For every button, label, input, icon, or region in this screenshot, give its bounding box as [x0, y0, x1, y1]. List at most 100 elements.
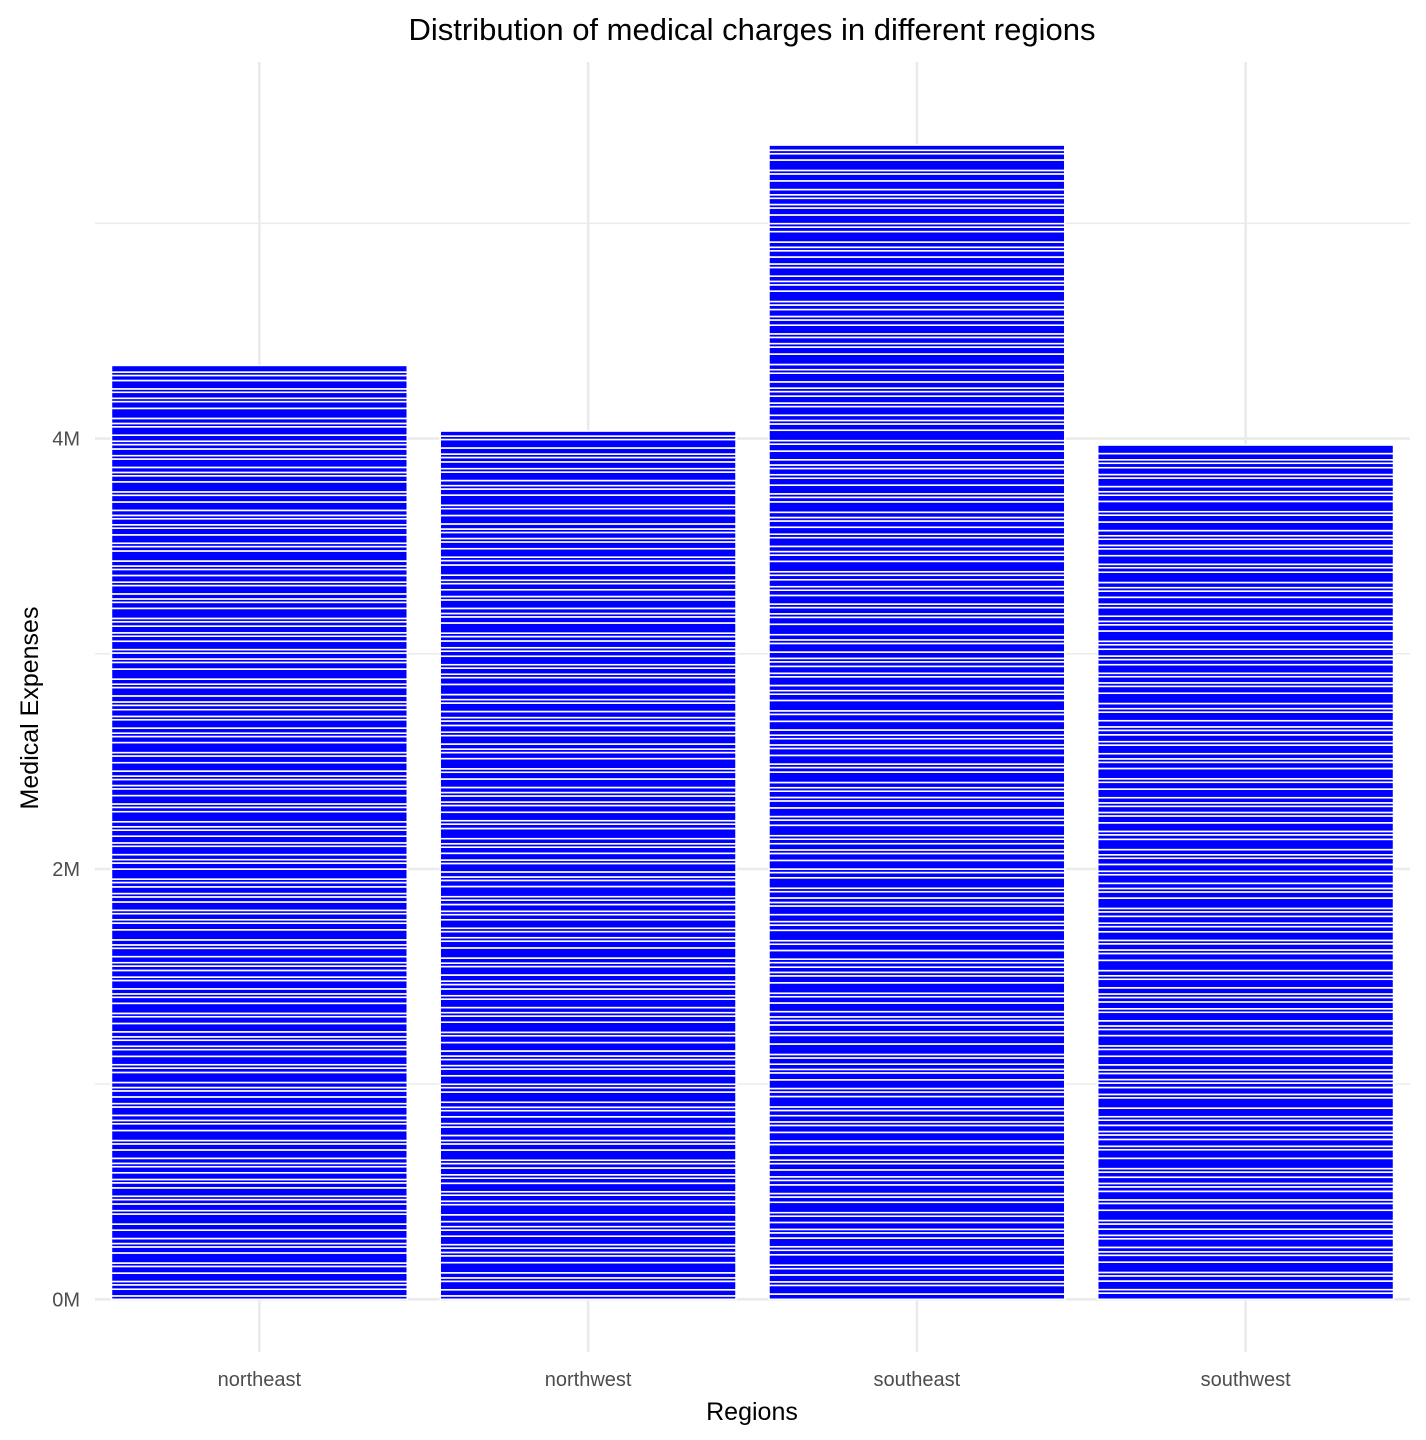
bar-segment [110, 912, 409, 921]
bar-segment [110, 922, 409, 931]
bar-segment [1096, 1072, 1395, 1081]
bar-segment [110, 652, 409, 660]
bar-segment [110, 607, 409, 620]
bar-segment [110, 1143, 409, 1151]
bar-segment [1096, 781, 1395, 790]
bar-segment [768, 1131, 1066, 1142]
bar-segment [110, 1039, 409, 1048]
bar-segment [110, 379, 409, 390]
bar-segment [439, 1235, 737, 1246]
bar-segment [439, 710, 737, 719]
chart-title: Distribution of medical charges in diffe… [409, 12, 1096, 47]
bar-segment [1096, 815, 1395, 824]
bar-segment [768, 771, 1066, 784]
bar-segment [768, 720, 1066, 731]
bar-segment [768, 890, 1066, 899]
bar-segment [1096, 590, 1395, 599]
bar-segment [768, 1079, 1066, 1090]
bar-segment [768, 1267, 1066, 1276]
bar-segment [110, 501, 409, 512]
bar-segment [768, 1237, 1066, 1248]
bar-segment [1096, 500, 1395, 513]
bar-segment [439, 852, 737, 861]
bar-segment [110, 1187, 409, 1198]
bar-segment [110, 788, 409, 797]
y-tick-label: 2M [52, 859, 80, 881]
bar-segment [1096, 822, 1395, 833]
bar-segment [768, 699, 1066, 712]
bar-segment [1096, 1107, 1395, 1118]
bar-segment [768, 623, 1066, 636]
bar-segment [439, 846, 737, 855]
bar-segment [439, 778, 737, 789]
bar-segment [439, 494, 737, 507]
bar-segment [439, 974, 737, 982]
bar-segment [768, 929, 1066, 942]
bar-segment [1096, 1261, 1395, 1274]
bar-segment [439, 1280, 737, 1291]
bars [110, 144, 1395, 1301]
bar-segment [110, 1055, 409, 1066]
bar-segment [110, 778, 409, 787]
bar-segment [1096, 978, 1395, 989]
y-tick-label: 4M [52, 429, 80, 451]
bar-segment [110, 1071, 409, 1084]
bar-segment [439, 1149, 737, 1162]
bar-segment [1096, 863, 1395, 873]
bar-segment [768, 423, 1066, 432]
bar-segment [768, 1095, 1066, 1108]
bar-segment [768, 982, 1066, 995]
bar-segment [768, 501, 1066, 514]
bar-segment [439, 1068, 737, 1077]
bar-segment [439, 438, 737, 449]
bar-segment [768, 1057, 1066, 1065]
bar-segment [1096, 1001, 1395, 1010]
bar-segment [439, 447, 737, 455]
bar-segment [768, 1034, 1066, 1045]
bar-segment [768, 346, 1066, 355]
bar-segment [768, 372, 1066, 383]
bar-segment [1096, 767, 1395, 780]
bar-segment [768, 173, 1066, 182]
bar-segment [110, 1122, 409, 1132]
bar-segment [1096, 744, 1395, 755]
bar-segment [439, 757, 737, 770]
bar-segment [439, 655, 737, 666]
bar-segment [110, 929, 409, 941]
bar-segment [768, 395, 1066, 404]
x-tick-label: northeast [218, 1369, 302, 1391]
bar-segment [110, 494, 409, 503]
bar-segment [768, 594, 1066, 605]
bar-segment [110, 601, 409, 610]
bar-segment [1096, 1028, 1395, 1037]
bar-segment [768, 675, 1066, 687]
bar-segment [110, 426, 409, 437]
bar-segment [1096, 719, 1395, 728]
bar-segment [110, 1106, 409, 1117]
bar-segment [110, 640, 409, 651]
bar-segment [768, 1274, 1066, 1283]
bar-segment [768, 1215, 1066, 1224]
bar-segment [439, 965, 737, 976]
bar-segment [110, 574, 409, 583]
bar-segment [110, 1129, 409, 1142]
bar-segment [110, 829, 409, 838]
bar-segment [1096, 1254, 1395, 1263]
bar-segment [439, 582, 737, 591]
bar-segment [768, 290, 1066, 303]
bar-segment [768, 790, 1066, 799]
bar-segment [1096, 444, 1395, 455]
bar-segment [1096, 788, 1395, 799]
bar-segment [110, 475, 409, 483]
bar-segment [110, 996, 409, 1005]
bar-segment [1096, 466, 1395, 476]
bar-southeast [768, 144, 1066, 1301]
bar-segment [1096, 521, 1395, 532]
x-tick-label: southwest [1201, 1369, 1291, 1391]
bar-segment [439, 930, 737, 939]
bar-segment [1096, 554, 1395, 566]
bar-segment [439, 1143, 737, 1151]
bar-segment [768, 152, 1066, 161]
bar-segment [439, 1058, 737, 1067]
